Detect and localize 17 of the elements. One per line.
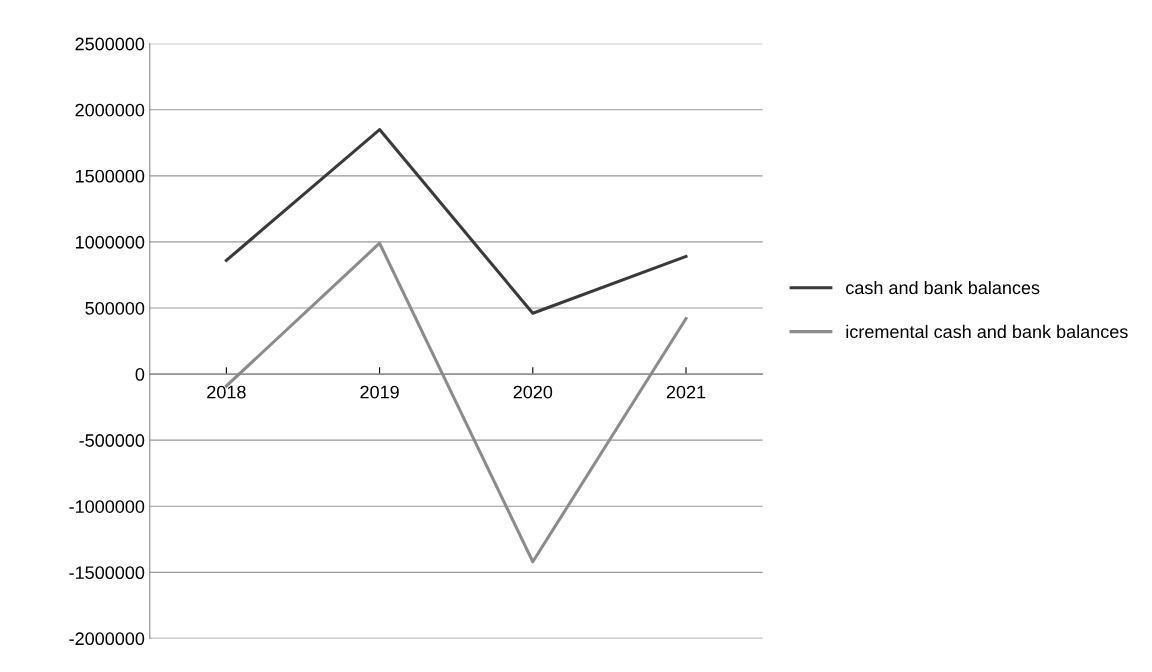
y-tick-label: 0	[135, 368, 145, 381]
line-series	[224, 128, 688, 315]
legend-label: cash and bank balances	[846, 280, 1040, 295]
y-tick-label: -500000	[79, 434, 145, 447]
x-tick-label: 2019	[360, 385, 399, 399]
y-tick-label: 1500000	[75, 169, 145, 183]
y-tick-label: 2500000	[75, 37, 145, 51]
legend-label: icremental cash and bank balances	[846, 324, 1128, 339]
x-tick-label: 2018	[207, 385, 246, 399]
y-tick-label: 2000000	[75, 103, 145, 117]
x-tick-label: 2021	[666, 385, 706, 399]
y-tick-label: 500000	[85, 301, 145, 315]
y-tick-label: -1000000	[69, 500, 145, 513]
y-tick-label: 1000000	[75, 235, 145, 249]
x-tick-label: 2020	[513, 385, 553, 399]
y-tick-label: -2000000	[69, 632, 145, 646]
y-tick-label: -1500000	[69, 566, 145, 580]
